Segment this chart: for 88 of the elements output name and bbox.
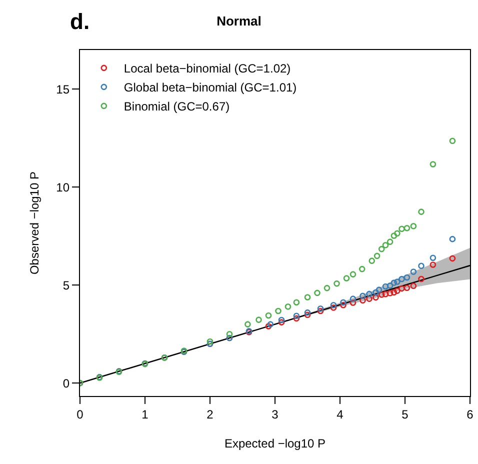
- point: [358, 266, 366, 272]
- y-axis-title: Observed −log10 P: [27, 171, 42, 275]
- point: [394, 230, 400, 237]
- point: [449, 255, 456, 262]
- point: [449, 138, 456, 144]
- point: [386, 238, 394, 245]
- point: [410, 268, 417, 275]
- point: [378, 246, 385, 252]
- point: [394, 288, 400, 294]
- y-tick-label: 5: [62, 278, 70, 292]
- point: [398, 276, 405, 282]
- point: [330, 302, 337, 308]
- point: [372, 294, 379, 301]
- point: [360, 297, 366, 304]
- point: [382, 290, 389, 298]
- x-tick-label: 2: [206, 408, 214, 422]
- point: [382, 283, 389, 290]
- point: [317, 305, 324, 312]
- legend-label: Binomial (GC=0.67): [124, 100, 230, 114]
- point: [390, 289, 398, 296]
- point: [390, 232, 398, 239]
- x-tick-label: 0: [76, 408, 84, 422]
- point: [278, 316, 285, 324]
- point: [244, 321, 251, 328]
- point: [350, 300, 356, 306]
- text: d.: [70, 9, 90, 34]
- point: [293, 312, 300, 320]
- point: [226, 330, 233, 338]
- point: [360, 292, 366, 300]
- point: [340, 302, 346, 308]
- point: [390, 280, 398, 286]
- x-tick-label: 6: [466, 408, 474, 422]
- point: [304, 309, 311, 316]
- point: [418, 262, 424, 270]
- point: [382, 242, 389, 248]
- point: [374, 252, 380, 260]
- point: [304, 294, 311, 300]
- point: [350, 296, 356, 302]
- legend-label: Global beta−binomial (GC=1.01): [124, 80, 297, 95]
- point: [430, 254, 436, 262]
- point: [394, 278, 400, 285]
- point: [386, 282, 394, 289]
- point: [410, 282, 417, 290]
- point: [404, 274, 410, 281]
- point: [410, 222, 417, 230]
- point: [304, 312, 311, 318]
- chart-title: Normal: [216, 13, 262, 28]
- point: [278, 319, 285, 326]
- point: [366, 296, 372, 302]
- point: [418, 276, 424, 282]
- x-tick-label: 3: [272, 408, 279, 422]
- point: [418, 208, 424, 215]
- point: [343, 275, 350, 282]
- point: [330, 304, 337, 311]
- point: [334, 280, 340, 287]
- point: [449, 236, 456, 242]
- point: [314, 290, 320, 296]
- point: [398, 226, 405, 232]
- point: [206, 338, 214, 345]
- y-tick-label: 15: [56, 82, 70, 96]
- legend-label: Local beta−binomial (GC=1.02): [124, 62, 291, 76]
- point: [430, 262, 436, 268]
- point: [366, 290, 372, 298]
- point: [386, 290, 394, 296]
- point: [324, 284, 330, 292]
- point: [404, 224, 410, 232]
- x-tick-label: 5: [402, 408, 409, 422]
- point: [398, 285, 405, 292]
- point: [293, 299, 300, 306]
- point: [372, 289, 379, 296]
- point: [317, 308, 324, 314]
- point: [340, 299, 346, 306]
- x-tick-label: 1: [142, 408, 149, 422]
- x-tick-label: 4: [336, 408, 344, 422]
- point: [256, 316, 262, 323]
- point: [350, 271, 356, 278]
- point: [284, 304, 292, 310]
- point: [368, 258, 375, 264]
- point: [376, 286, 382, 293]
- x-axis-title: Expected −log10 P: [224, 436, 326, 450]
- point: [378, 292, 385, 298]
- point: [275, 308, 282, 314]
- y-tick-label: 0: [62, 376, 70, 390]
- y-tick-label: 10: [56, 180, 70, 194]
- point: [404, 284, 410, 291]
- point: [265, 312, 272, 319]
- point: [293, 315, 300, 322]
- point: [430, 161, 436, 168]
